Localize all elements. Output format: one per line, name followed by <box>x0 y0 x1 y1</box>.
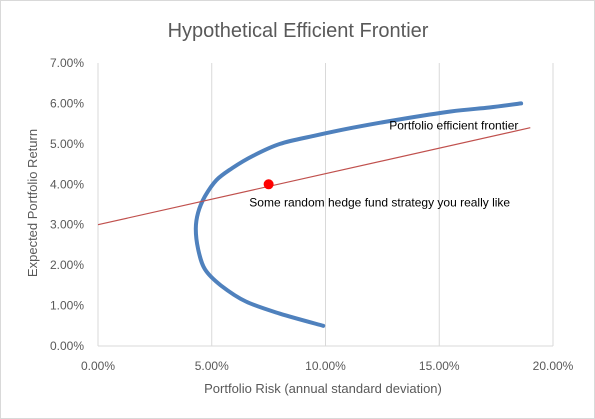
y-tick-label: 6.00% <box>50 96 84 110</box>
x-tick-label: 20.00% <box>533 359 574 373</box>
hedge-fund-label: Some random hedge fund strategy you real… <box>249 196 510 210</box>
series: Portfolio efficient frontier <box>97 101 531 328</box>
y-tick-label: 3.00% <box>50 218 84 232</box>
axes <box>97 63 553 347</box>
efficient-frontier-curve <box>193 101 524 328</box>
x-tick-label: 15.00% <box>419 359 460 373</box>
x-axis-title: Portfolio Risk (annual standard deviatio… <box>204 381 442 396</box>
y-tick-label: 5.00% <box>50 137 84 151</box>
chart-title: Hypothetical Efficient Frontier <box>168 20 429 42</box>
markers: Some random hedge fund strategy you real… <box>249 179 510 210</box>
y-tick-label: 7.00% <box>50 56 84 70</box>
y-tick-label: 4.00% <box>50 177 84 191</box>
y-tick-label: 0.00% <box>50 339 84 353</box>
y-axis-title: Expected Portfolio Return <box>25 129 40 277</box>
tick-labels: 0.00% 5.00% 10.00% 15.00% 20.00% 0.00% 1.00% 2.… <box>50 56 574 373</box>
hedge-fund-point <box>263 179 274 190</box>
y-tick-label: 1.00% <box>50 299 84 313</box>
x-tick-label: 5.00% <box>195 359 229 373</box>
capital-allocation-line <box>97 127 531 226</box>
grid-lines <box>211 63 554 346</box>
x-tick-label: 0.00% <box>81 359 115 373</box>
x-tick-label: 10.00% <box>305 359 346 373</box>
y-tick-label: 2.00% <box>50 258 84 272</box>
frontier-series-label: Portfolio efficient frontier <box>389 119 518 133</box>
